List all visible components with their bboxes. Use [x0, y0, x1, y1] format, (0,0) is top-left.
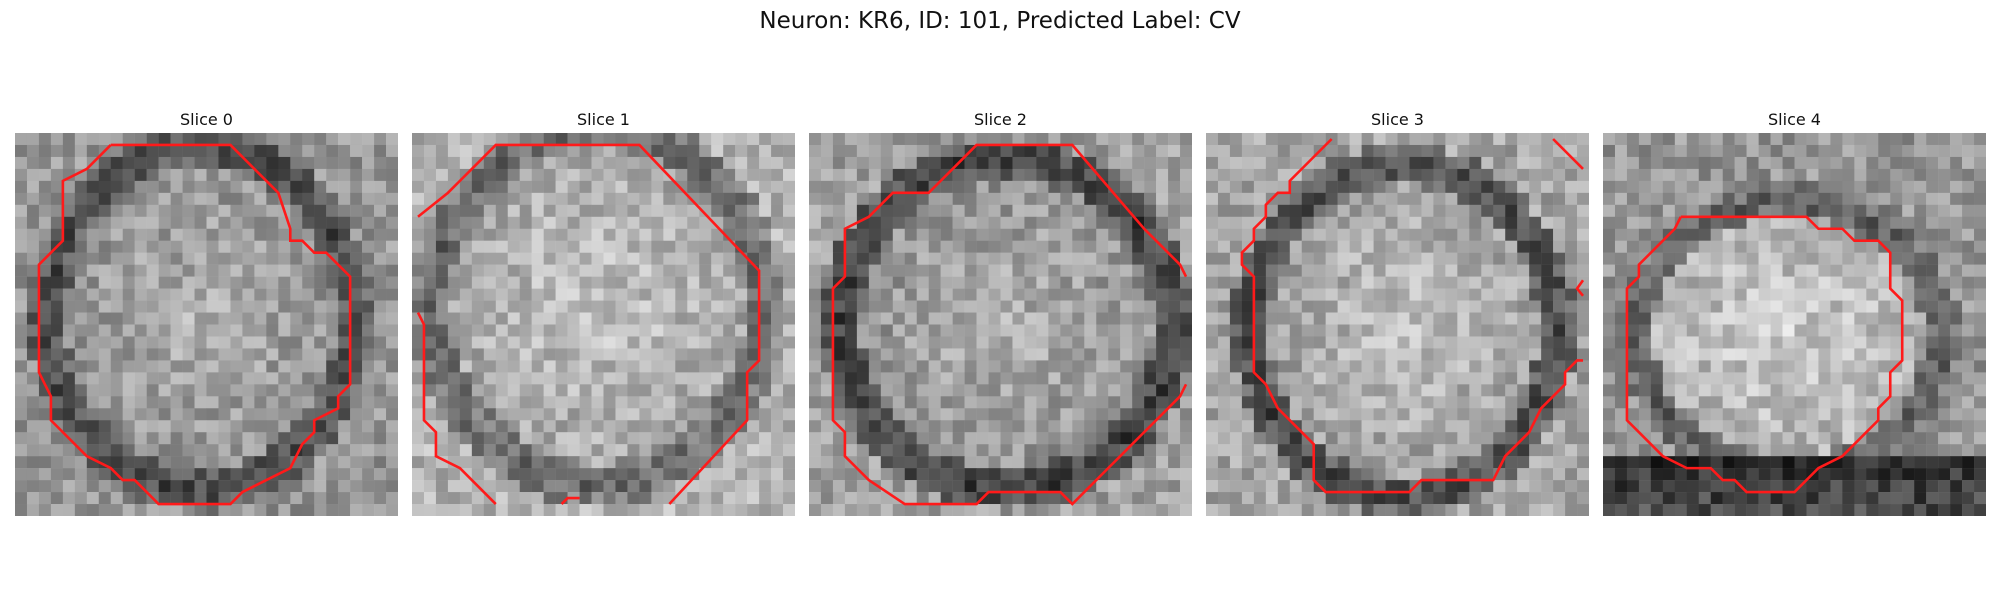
slice-image-3	[1206, 133, 1589, 516]
grayscale-slice	[1603, 133, 1986, 516]
slice-title: Slice 1	[577, 110, 630, 129]
slice-title: Slice 2	[974, 110, 1027, 129]
segmentation-contour	[833, 145, 1186, 504]
segmentation-contour	[39, 145, 350, 504]
slice-panel-3: Slice 3	[1206, 108, 1589, 516]
grayscale-slice	[1206, 133, 1589, 516]
slice-image-1	[412, 133, 795, 516]
slice-image-2	[809, 133, 1192, 516]
grayscale-slice	[809, 133, 1192, 516]
segmentation-contour	[1627, 217, 1902, 492]
segmentation-contour	[418, 145, 759, 504]
slice-image-0	[15, 133, 398, 516]
slice-image-4	[1603, 133, 1986, 516]
figure-title: Neuron: KR6, ID: 101, Predicted Label: C…	[759, 8, 1241, 34]
slice-panel-0: Slice 0	[15, 108, 398, 516]
segmentation-contour	[418, 313, 496, 505]
slice-title: Slice 3	[1371, 110, 1424, 129]
slice-panel-1: Slice 1	[412, 108, 795, 516]
slice-panel-2: Slice 2	[809, 108, 1192, 516]
grayscale-slice	[412, 133, 795, 516]
grayscale-slice	[15, 133, 398, 516]
slice-panel-4: Slice 4	[1603, 108, 1986, 516]
segmentation-contour	[1242, 139, 1583, 492]
slice-title: Slice 0	[180, 110, 233, 129]
segmentation-contour	[1553, 139, 1583, 169]
segmentation-contour	[1577, 280, 1583, 296]
segmentation-contour	[562, 498, 580, 504]
slice-title: Slice 4	[1768, 110, 1821, 129]
